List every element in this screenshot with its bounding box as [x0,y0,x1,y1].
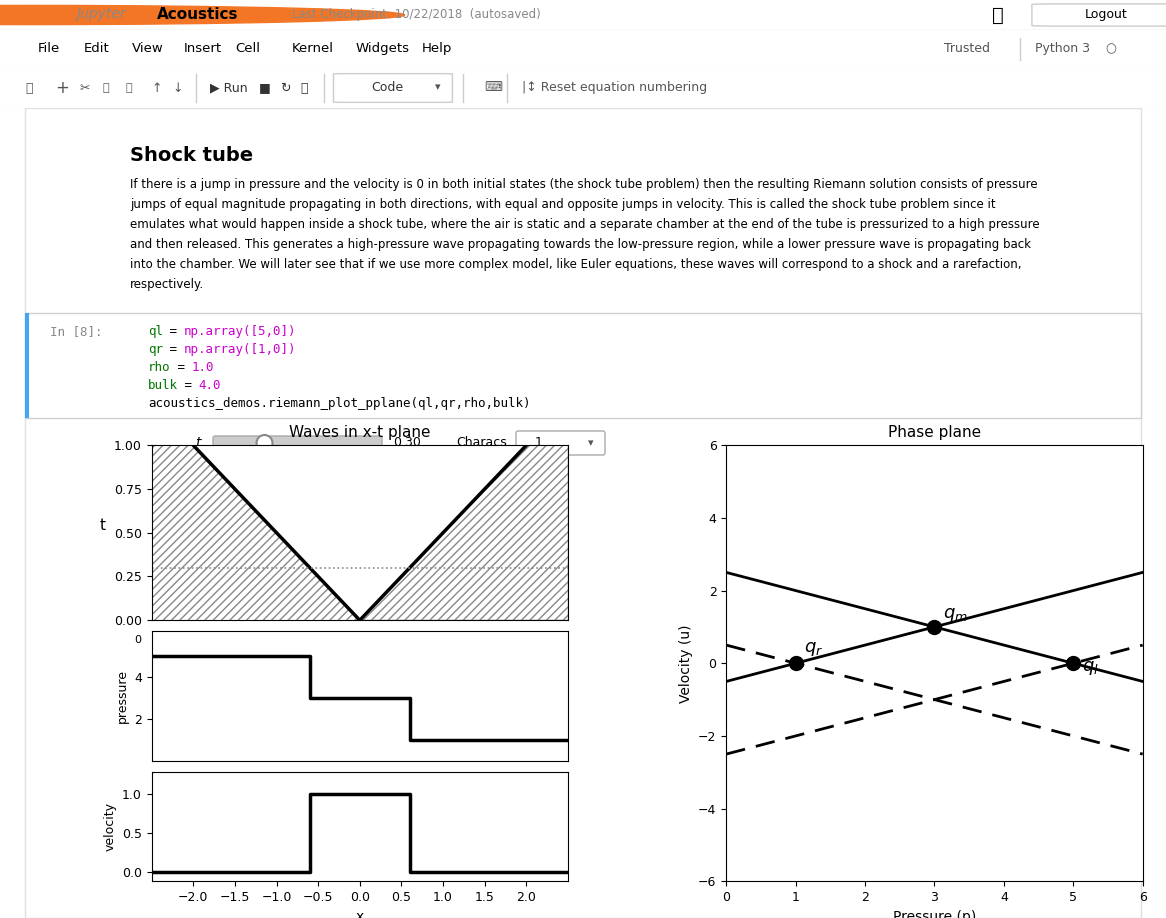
Text: ql: ql [148,325,163,338]
Text: Characs.: Characs. [456,436,511,450]
Text: View: View [132,41,163,55]
FancyBboxPatch shape [517,431,605,455]
Text: |↕ Reset equation numbering: |↕ Reset equation numbering [522,81,708,94]
Y-axis label: pressure: pressure [115,669,128,723]
Text: Code: Code [371,81,403,94]
Circle shape [0,6,405,25]
Text: Logout: Logout [1086,8,1128,21]
Text: Widgets: Widgets [356,41,409,55]
Text: ○: ○ [1105,41,1116,55]
Y-axis label: t: t [100,518,106,532]
Y-axis label: Velocity (u): Velocity (u) [679,624,693,702]
X-axis label: Pressure (p): Pressure (p) [893,910,976,918]
Text: into the chamber. We will later see that if we use more complex model, like Eule: into the chamber. We will later see that… [129,258,1021,271]
Text: =: = [162,343,185,356]
Text: ⌨: ⌨ [484,81,501,94]
Text: =: = [162,325,185,338]
Text: Trusted: Trusted [944,41,990,55]
FancyBboxPatch shape [24,313,1142,418]
Text: =: = [169,361,192,374]
Text: np.array([5,0]): np.array([5,0]) [184,325,296,338]
Text: 🐍: 🐍 [992,6,1004,25]
Text: ■: ■ [259,82,271,95]
Text: ▶ Run: ▶ Run [210,82,247,95]
Text: jumps of equal magnitude propagating in both directions, with equal and opposite: jumps of equal magnitude propagating in … [129,198,996,211]
Text: 0: 0 [134,634,141,644]
Text: t: t [195,436,201,450]
Text: ⬜: ⬜ [26,82,33,95]
FancyBboxPatch shape [24,313,29,418]
Text: 1: 1 [535,436,543,450]
Text: File: File [37,41,59,55]
FancyBboxPatch shape [213,436,382,450]
Text: Cell: Cell [236,41,260,55]
Text: ↻: ↻ [280,82,290,95]
Text: Python 3: Python 3 [1035,41,1090,55]
Circle shape [257,435,273,451]
Title: Phase plane: Phase plane [887,425,981,440]
Text: ↑: ↑ [152,82,162,95]
Text: Help: Help [422,41,452,55]
Text: np.array([1,0]): np.array([1,0]) [184,343,296,356]
Text: bulk: bulk [148,379,178,392]
Text: 4.0: 4.0 [198,379,220,392]
Text: Jupyter: Jupyter [76,7,126,21]
Text: ◯: ◯ [21,5,42,25]
FancyBboxPatch shape [1032,4,1166,26]
Polygon shape [360,445,568,621]
Text: qr: qr [148,343,163,356]
Text: Insert: Insert [184,41,223,55]
Text: ⬜: ⬜ [126,83,133,93]
Text: =: = [177,379,199,392]
Text: acoustics_demos.riemann_plot_pplane(ql,qr,rho,bulk): acoustics_demos.riemann_plot_pplane(ql,q… [148,397,531,410]
Text: Last Checkpoint: 10/22/2018  (autosaved): Last Checkpoint: 10/22/2018 (autosaved) [292,8,540,21]
X-axis label: x: x [356,910,364,918]
Text: rho: rho [148,361,170,374]
Text: emulates what would happen inside a shock tube, where the air is static and a se: emulates what would happen inside a shoc… [129,218,1040,231]
Text: Kernel: Kernel [292,41,333,55]
Text: ↓: ↓ [173,82,183,95]
Text: and then released. This generates a high-pressure wave propagating towards the l: and then released. This generates a high… [129,238,1031,251]
Text: ▾: ▾ [588,438,593,448]
Text: If there is a jump in pressure and the velocity is 0 in both initial states (the: If there is a jump in pressure and the v… [129,178,1038,191]
Text: respectively.: respectively. [129,278,204,291]
Text: ✂: ✂ [79,82,90,95]
Text: In [8]:: In [8]: [50,325,103,338]
Text: ⏭: ⏭ [301,82,308,95]
Polygon shape [152,445,360,621]
Text: ⬜: ⬜ [103,83,110,93]
Title: Waves in x-t plane: Waves in x-t plane [289,425,430,440]
Text: $q_m$: $q_m$ [943,606,968,624]
Text: ▾: ▾ [435,83,441,92]
Text: $q_l$: $q_l$ [1082,658,1098,677]
Text: +: + [55,79,69,97]
Text: ○: ○ [22,5,41,25]
Text: Shock tube: Shock tube [129,146,253,165]
FancyBboxPatch shape [24,108,1142,918]
Text: Acoustics: Acoustics [157,7,239,22]
Text: 1.0: 1.0 [191,361,213,374]
Text: 0.30: 0.30 [393,436,421,450]
Y-axis label: velocity: velocity [104,802,117,851]
Text: Edit: Edit [84,41,110,55]
Text: $q_r$: $q_r$ [805,641,823,658]
FancyBboxPatch shape [333,73,452,103]
